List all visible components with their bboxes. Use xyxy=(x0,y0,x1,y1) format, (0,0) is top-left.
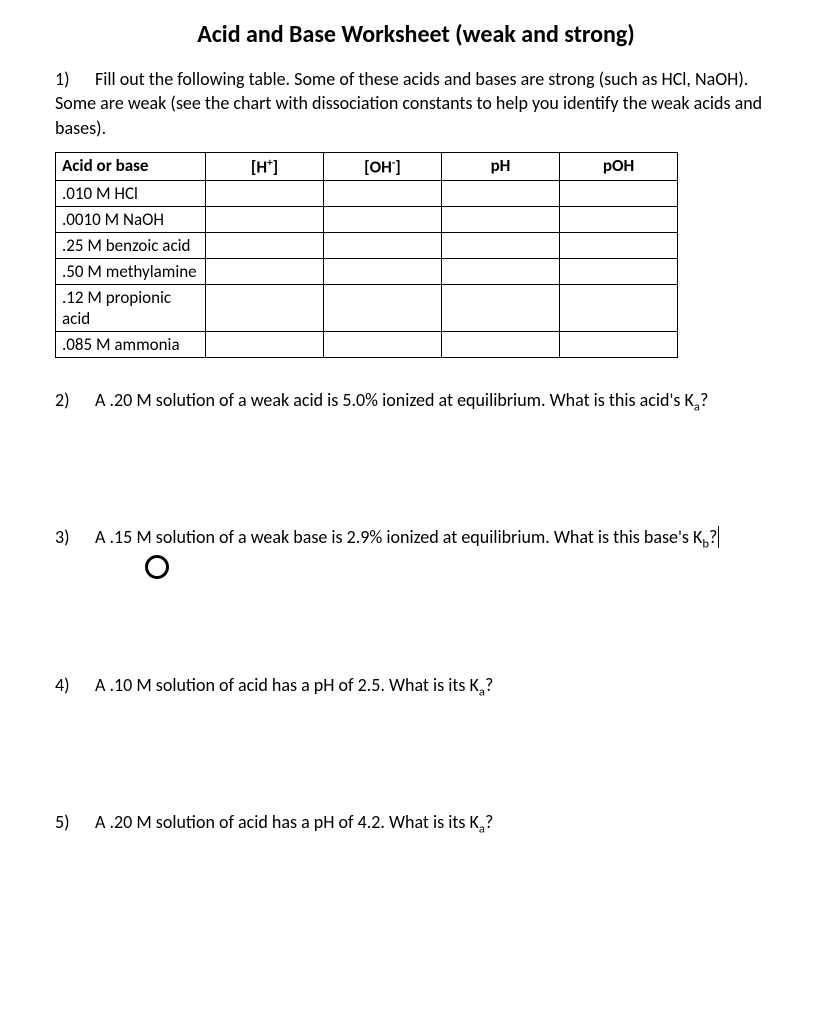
q3-workspace xyxy=(55,553,777,673)
row-label: .0010 M NaOH xyxy=(56,206,206,232)
table-row: .12 M propionic acid xyxy=(56,284,678,331)
cell[interactable] xyxy=(442,331,560,357)
row-label: .085 M ammonia xyxy=(56,331,206,357)
table-row: .010 M HCl xyxy=(56,180,678,206)
cell[interactable] xyxy=(206,180,324,206)
cell[interactable] xyxy=(324,284,442,331)
acid-base-table: Acid or base [H+] [OH-] pH pOH .010 M HC… xyxy=(55,152,678,358)
question-4: 4) A .10 M solution of acid has a pH of 2… xyxy=(55,673,777,701)
q5-number: 5) xyxy=(55,810,77,834)
th-ph: pH xyxy=(442,152,560,180)
cell[interactable] xyxy=(206,258,324,284)
cell[interactable] xyxy=(324,180,442,206)
cell[interactable] xyxy=(442,232,560,258)
table-header-row: Acid or base [H+] [OH-] pH pOH xyxy=(56,152,678,180)
cell[interactable] xyxy=(206,232,324,258)
q2-number: 2) xyxy=(55,388,77,412)
row-label: .010 M HCl xyxy=(56,180,206,206)
question-3: 3) A .15 M solution of a weak base is 2.9… xyxy=(55,525,777,553)
page-title: Acid and Base Worksheet (weak and strong… xyxy=(55,20,777,49)
q4-number: 4) xyxy=(55,673,77,697)
worksheet-page: Acid and Base Worksheet (weak and strong… xyxy=(0,0,832,1021)
cell[interactable] xyxy=(324,232,442,258)
circle-marker-icon xyxy=(145,555,169,579)
row-label: .50 M methylamine xyxy=(56,258,206,284)
cell[interactable] xyxy=(442,258,560,284)
text-cursor-icon xyxy=(718,526,719,548)
th-oh-minus: [OH-] xyxy=(324,152,442,180)
cell[interactable] xyxy=(324,331,442,357)
cell[interactable] xyxy=(324,206,442,232)
row-label: .25 M benzoic acid xyxy=(56,232,206,258)
table-row: .085 M ammonia xyxy=(56,331,678,357)
q4-text: A .10 M solution of acid has a pH of 2.5… xyxy=(95,674,493,696)
table-row: .25 M benzoic acid xyxy=(56,232,678,258)
q1-number: 1) xyxy=(55,67,77,91)
cell[interactable] xyxy=(206,284,324,331)
cell[interactable] xyxy=(206,331,324,357)
th-acid-base: Acid or base xyxy=(56,152,206,180)
table-row: .0010 M NaOH xyxy=(56,206,678,232)
question-1: 1)Fill out the following table. Some of … xyxy=(55,67,777,140)
q1-text: Fill out the following table. Some of th… xyxy=(55,68,762,139)
cell[interactable] xyxy=(206,206,324,232)
row-label: .12 M propionic acid xyxy=(56,284,206,331)
question-5: 5) A .20 M solution of acid has a pH of 4… xyxy=(55,810,777,838)
q5-text: A .20 M solution of acid has a pH of 4.2… xyxy=(95,811,493,833)
question-2: 2) A .20 M solution of a weak acid is 5.0… xyxy=(55,388,777,416)
cell[interactable] xyxy=(560,258,678,284)
table-row: .50 M methylamine xyxy=(56,258,678,284)
cell[interactable] xyxy=(560,331,678,357)
cell[interactable] xyxy=(560,232,678,258)
cell[interactable] xyxy=(442,284,560,331)
th-h-plus: [H+] xyxy=(206,152,324,180)
cell[interactable] xyxy=(442,180,560,206)
q3-number: 3) xyxy=(55,525,77,549)
cell[interactable] xyxy=(560,206,678,232)
cell[interactable] xyxy=(560,284,678,331)
cell[interactable] xyxy=(442,206,560,232)
q3-text: A .15 M solution of a weak base is 2.9% … xyxy=(95,526,717,548)
q2-text: A .20 M solution of a weak acid is 5.0% … xyxy=(95,389,708,411)
cell[interactable] xyxy=(324,258,442,284)
th-poh: pOH xyxy=(560,152,678,180)
cell[interactable] xyxy=(560,180,678,206)
